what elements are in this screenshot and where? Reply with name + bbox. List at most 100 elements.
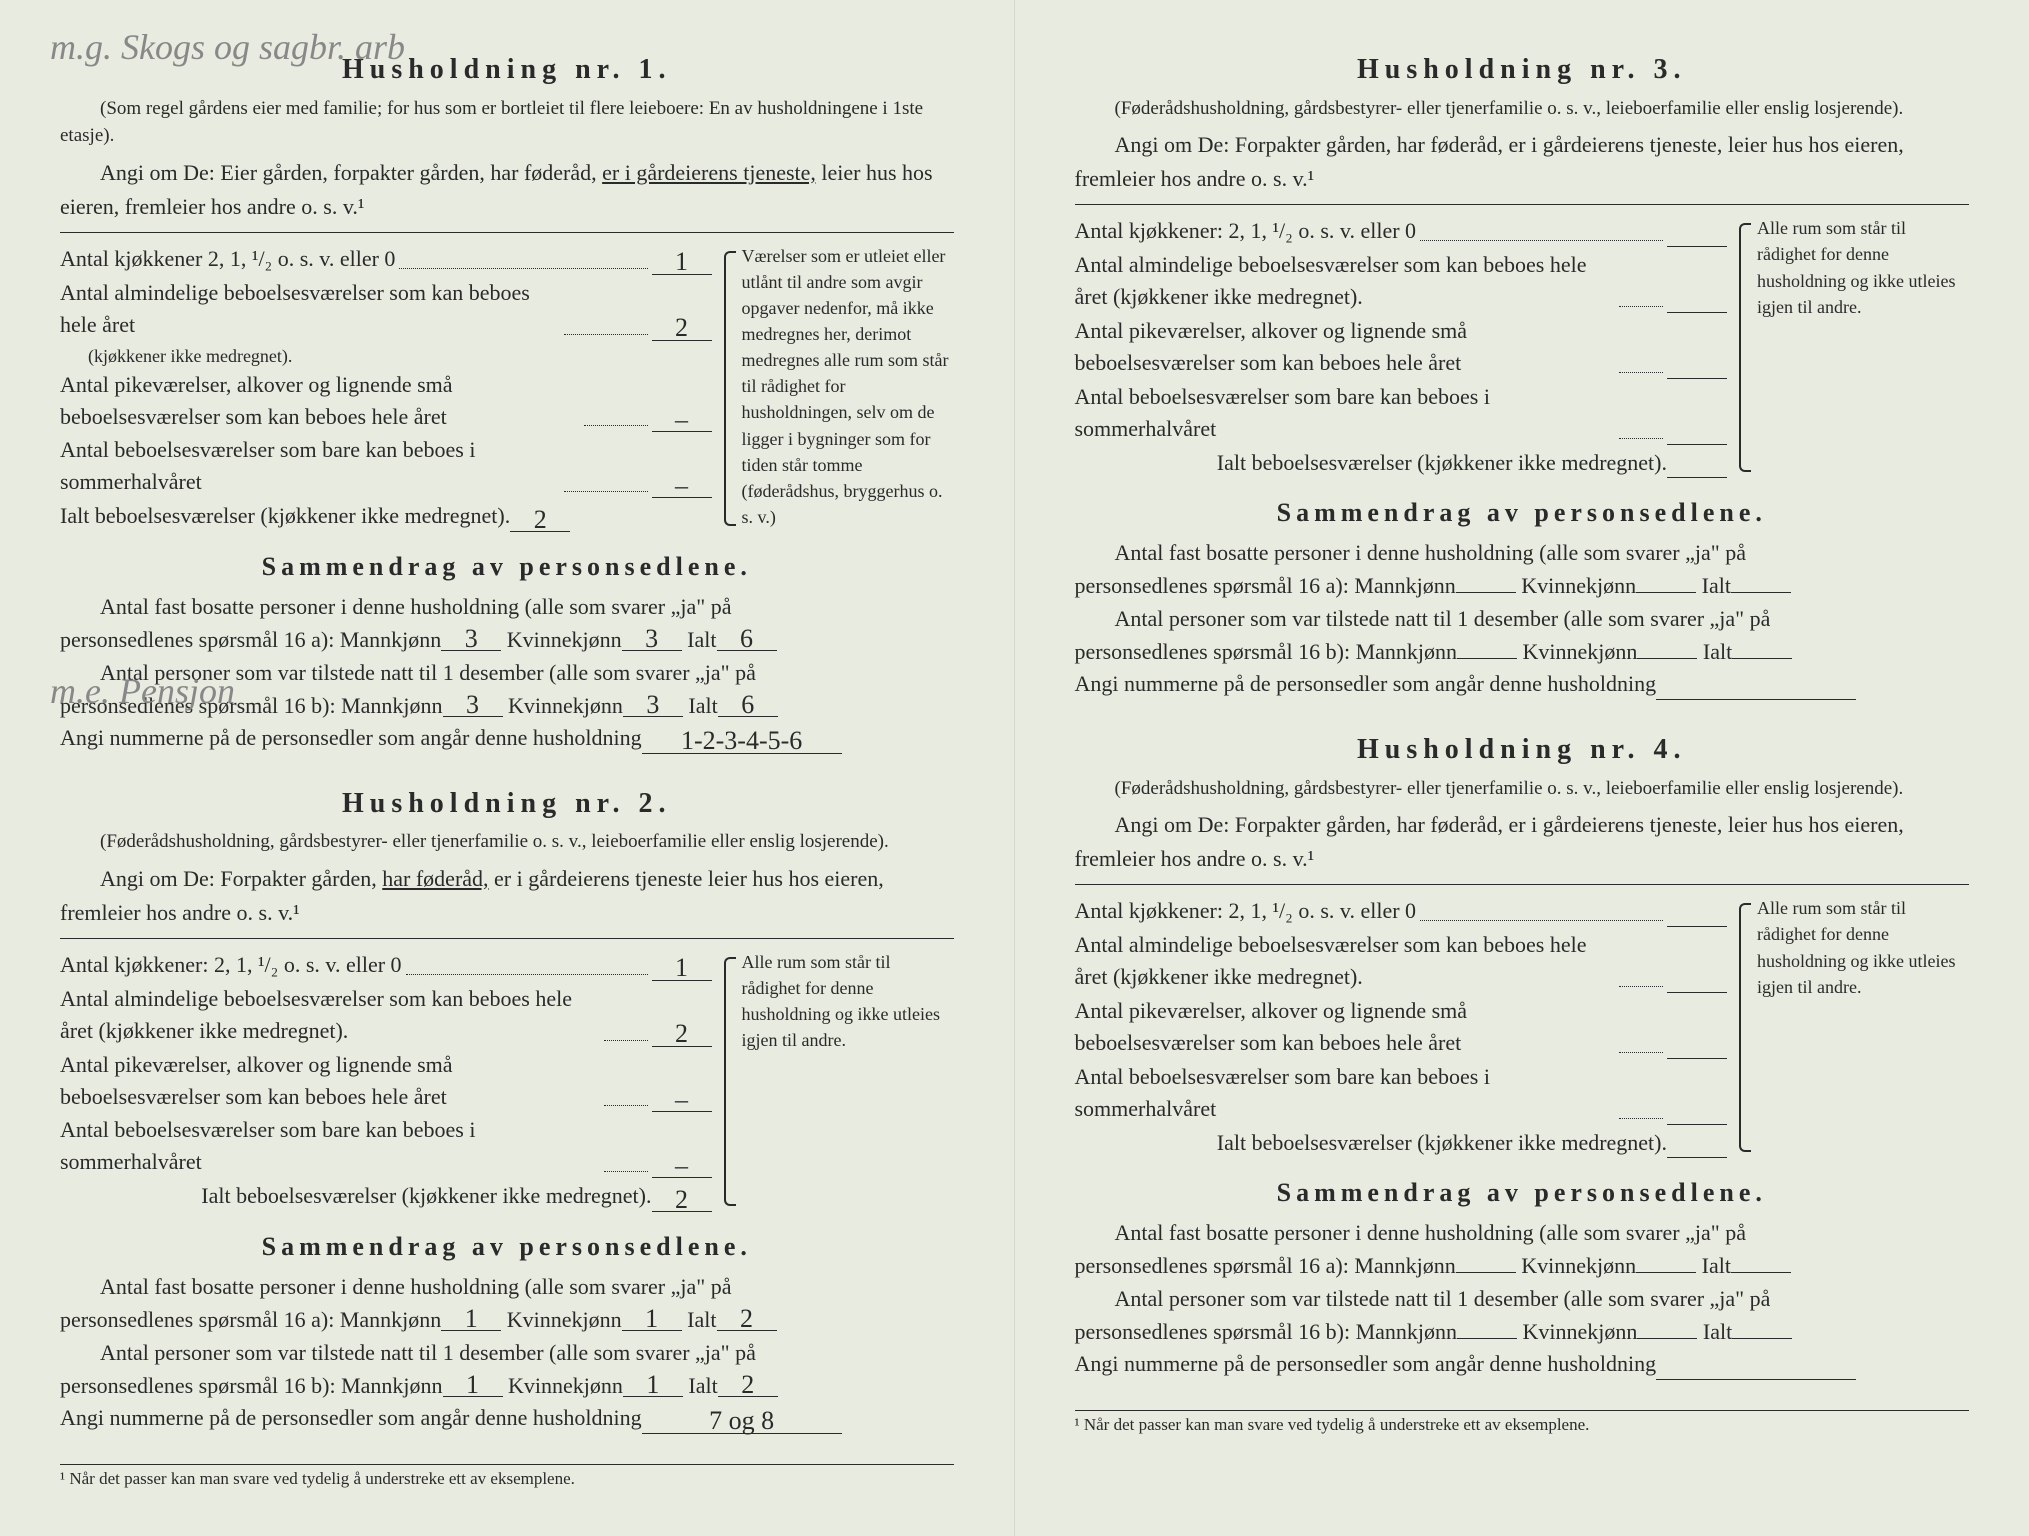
- hh4-numline: Angi nummerne på de personsedler som ang…: [1075, 1348, 1970, 1380]
- hh1-ialt2[interactable]: 6: [718, 693, 778, 717]
- hh3-ialt2[interactable]: [1732, 658, 1792, 659]
- hh4-ialt2[interactable]: [1732, 1338, 1792, 1339]
- hh3-sum1a: Antal fast bosatte personer i denne hush…: [1075, 536, 1970, 570]
- hh3-rooms3: Antal beboelsesværelser som bare kan beb…: [1075, 381, 1728, 445]
- hh1-rooms3-value[interactable]: –: [652, 474, 712, 498]
- hh1-left-col: Antal kjøkkener 2, 1, ¹/₂ o. s. v. eller…: [60, 243, 712, 534]
- hh4-summary-title: Sammendrag av personsedlene.: [1075, 1174, 1970, 1212]
- hh2-rooms-block: Antal kjøkkener: 2, 1, ¹/₂ o. s. v. elle…: [60, 949, 954, 1214]
- hh4-kitchens-value[interactable]: [1667, 926, 1727, 927]
- hh2-num-label: Angi nummerne på de personsedler som ang…: [60, 1402, 642, 1434]
- hh2-total-value[interactable]: 2: [652, 1188, 712, 1212]
- hh3-kitchens-value[interactable]: [1667, 246, 1727, 247]
- hh1-rooms1: Antal almindelige beboelsesværelser som …: [60, 277, 712, 341]
- hh4-right-note: Alle rum som står til rådighet for denne…: [1739, 895, 1969, 1160]
- dots: [1619, 306, 1664, 307]
- hh2-rooms2-value[interactable]: –: [652, 1088, 712, 1112]
- lbl-mk: Mannkjønn: [340, 1307, 441, 1332]
- hh2-left-col: Antal kjøkkener: 2, 1, ¹/₂ o. s. v. elle…: [60, 949, 712, 1214]
- hh2-kk2[interactable]: 1: [623, 1373, 683, 1397]
- hh1-numline: Angi nummerne på de personsedler som ang…: [60, 722, 954, 754]
- hh3-kk2[interactable]: [1637, 658, 1697, 659]
- hh1-rooms2-value[interactable]: –: [652, 408, 712, 432]
- hh4-total-value[interactable]: [1667, 1157, 1727, 1158]
- hh1-kk2[interactable]: 3: [623, 693, 683, 717]
- hh3-rooms2-value[interactable]: [1667, 378, 1727, 379]
- hh3-num-value[interactable]: [1656, 699, 1856, 700]
- hh2-num-value[interactable]: 7 og 8: [642, 1409, 842, 1433]
- hh2-rooms1-label: Antal almindelige beboelsesværelser som …: [60, 983, 600, 1047]
- hh4-kk1[interactable]: [1636, 1272, 1696, 1273]
- hh4-ialt1[interactable]: [1731, 1272, 1791, 1273]
- hh1-kk1[interactable]: 3: [622, 627, 682, 651]
- hh3-left-col: Antal kjøkkener: 2, 1, ¹/₂ o. s. v. elle…: [1075, 215, 1728, 480]
- hh2-mk1[interactable]: 1: [441, 1307, 501, 1331]
- lbl-mk: Mannkjønn: [1356, 1319, 1457, 1344]
- hh1-rooms1-value[interactable]: 2: [652, 316, 712, 340]
- hh4-num-value[interactable]: [1656, 1379, 1856, 1380]
- hh3-kk1[interactable]: [1636, 592, 1696, 593]
- hh1-ialt1[interactable]: 6: [717, 627, 777, 651]
- hh3-subnote: (Føderådshusholdning, gårdsbestyrer- ell…: [1075, 95, 1970, 123]
- hh4-num-label: Angi nummerne på de personsedler som ang…: [1075, 1348, 1657, 1380]
- hh4-rooms2-value[interactable]: [1667, 1058, 1727, 1059]
- dots: [1420, 240, 1663, 241]
- hh2-rooms1-value[interactable]: 2: [652, 1022, 712, 1046]
- hh4-angi: Angi om De: Forpakter gården, har føderå…: [1075, 808, 1970, 876]
- pencil-note-2: m.e. Pensjon: [50, 670, 235, 712]
- rule: [1075, 204, 1970, 205]
- hh3-total-value[interactable]: [1667, 477, 1727, 478]
- lbl-ialt: Ialt: [1702, 1253, 1731, 1278]
- hh2-angi-underlined: har føderåd,: [382, 866, 488, 891]
- hh2-angi-prefix: Angi om De: Forpakter gården,: [100, 866, 382, 891]
- dots: [1420, 920, 1663, 921]
- hh4-sum2-trio: personsedlenes spørsmål 16 b): Mannkjønn…: [1075, 1316, 1970, 1348]
- hh3-mk1[interactable]: [1456, 592, 1516, 593]
- hh3-rooms3-value[interactable]: [1667, 444, 1727, 445]
- hh1-num-value[interactable]: 1-2-3-4-5-6: [642, 729, 842, 753]
- hh3-mk2[interactable]: [1457, 658, 1517, 659]
- hh4-total-label: Ialt beboelsesværelser (kjøkkener ikke m…: [1217, 1127, 1667, 1159]
- hh1-rooms2: Antal pikeværelser, alkover og lignende …: [60, 369, 712, 433]
- hh4-sum1-trio: personsedlenes spørsmål 16 a): Mannkjønn…: [1075, 1250, 1970, 1282]
- hh1-mk1[interactable]: 3: [441, 627, 501, 651]
- hh2-mk2[interactable]: 1: [443, 1373, 503, 1397]
- hh4-mk2[interactable]: [1457, 1338, 1517, 1339]
- hh2-ialt2[interactable]: 2: [718, 1373, 778, 1397]
- dots: [406, 974, 648, 975]
- hh4-sum2b: personsedlenes spørsmål 16 b):: [1075, 1316, 1351, 1348]
- hh4-rooms1-value[interactable]: [1667, 992, 1727, 993]
- hh4-mk1[interactable]: [1456, 1272, 1516, 1273]
- hh4-rooms3-value[interactable]: [1667, 1124, 1727, 1125]
- hh3-kitchens-label: Antal kjøkkener: 2, 1, ¹/₂ o. s. v. elle…: [1075, 215, 1417, 247]
- pencil-note-1: m.g. Skogs og sagbr. arb: [50, 26, 405, 68]
- hh3-sum2a: Antal personer som var tilstede natt til…: [1075, 602, 1970, 636]
- lbl-kk: Kvinnekjønn: [1523, 1319, 1638, 1344]
- hh2-kitchens-value[interactable]: 1: [652, 956, 712, 980]
- hh4-rooms3-label: Antal beboelsesværelser som bare kan beb…: [1075, 1061, 1615, 1125]
- lbl-mk: Mannkjønn: [1356, 639, 1457, 664]
- hh1-sum1-trio: personsedlenes spørsmål 16 a): Mannkjønn…: [60, 624, 954, 656]
- hh2-kitchens-label: Antal kjøkkener: 2, 1, ¹/₂ o. s. v. elle…: [60, 949, 402, 981]
- lbl-ialt: Ialt: [1703, 639, 1732, 664]
- hh4-subnote: (Føderådshusholdning, gårdsbestyrer- ell…: [1075, 775, 1970, 803]
- hh1-kitchens-value[interactable]: 1: [652, 250, 712, 274]
- lbl-ialt: Ialt: [1702, 573, 1731, 598]
- lbl-kk: Kvinnekjønn: [508, 1373, 623, 1398]
- hh3-rooms2-label: Antal pikeværelser, alkover og lignende …: [1075, 315, 1615, 379]
- hh1-rooms3-label: Antal beboelsesværelser som bare kan beb…: [60, 434, 560, 498]
- hh1-mk2[interactable]: 3: [443, 693, 503, 717]
- lbl-kk: Kvinnekjønn: [507, 1307, 622, 1332]
- hh3-sum2-trio: personsedlenes spørsmål 16 b): Mannkjønn…: [1075, 636, 1970, 668]
- hh2-ialt1[interactable]: 2: [717, 1307, 777, 1331]
- hh3-kitchens: Antal kjøkkener: 2, 1, ¹/₂ o. s. v. elle…: [1075, 215, 1728, 247]
- hh1-total-value[interactable]: 2: [510, 508, 570, 532]
- hh3-rooms1-value[interactable]: [1667, 312, 1727, 313]
- dots: [604, 1040, 648, 1041]
- hh2-kk1[interactable]: 1: [622, 1307, 682, 1331]
- hh2-rooms3-value[interactable]: –: [652, 1154, 712, 1178]
- hh3-ialt1[interactable]: [1731, 592, 1791, 593]
- hh4-kk2[interactable]: [1637, 1338, 1697, 1339]
- hh4-rooms2: Antal pikeværelser, alkover og lignende …: [1075, 995, 1728, 1059]
- dots: [399, 268, 647, 269]
